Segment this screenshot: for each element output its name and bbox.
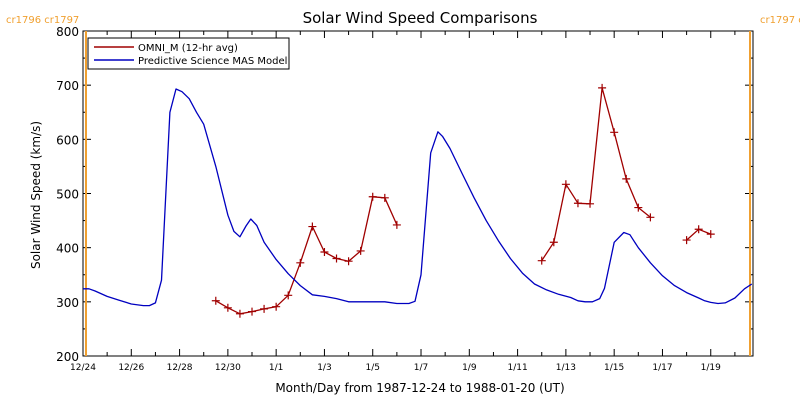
x-tick-label: 1/9	[462, 363, 477, 373]
omni-data-point	[308, 222, 317, 231]
omni-data-point	[320, 248, 329, 256]
legend-label-omni: OMNI_M (12-hr avg)	[138, 43, 238, 54]
omni-data-point	[622, 174, 631, 183]
legend: OMNI_M (12-hr avg) Predictive Science MA…	[87, 37, 290, 70]
y-tick-label: 300	[56, 296, 79, 310]
y-tick-label: 400	[56, 242, 79, 256]
chart-title: Solar Wind Speed Comparisons	[303, 9, 538, 27]
omni-data-point	[248, 307, 257, 316]
series-group	[83, 83, 753, 318]
omni-data-point	[223, 303, 232, 312]
y-tick-label: 600	[56, 133, 79, 147]
y-tick-label: 700	[56, 79, 79, 93]
x-tick-label: 1/5	[365, 363, 379, 373]
legend-box	[87, 37, 290, 70]
y-axis-label: Solar Wind Speed (km/s)	[29, 121, 43, 269]
mas-model-line	[83, 88, 753, 307]
x-tick-label: 1/13	[556, 363, 576, 373]
omni-data-point	[284, 291, 293, 300]
x-axis-label: Month/Day from 1987-12-24 to 1988-01-20 …	[275, 381, 564, 395]
x-tick-label: 12/24	[70, 363, 96, 373]
omni-data-point	[694, 225, 703, 234]
omni-data-point	[260, 304, 269, 313]
omni-data-point	[392, 220, 401, 229]
omni-data-point	[598, 83, 607, 92]
omni-data-point	[646, 213, 655, 222]
omni-data-point	[380, 193, 389, 202]
omni-data-point	[706, 230, 715, 239]
x-tick-label: 1/19	[701, 363, 721, 373]
y-tick-label: 800	[56, 25, 79, 39]
x-tick-label: 1/7	[414, 363, 428, 373]
omni-data-point	[561, 180, 570, 189]
x-tick-label: 1/11	[507, 363, 527, 373]
x-tick-label: 12/28	[167, 363, 193, 373]
rotation-markers-group: cr1796 cr1797 cr1797 cr1798	[6, 15, 800, 356]
omni-data-point	[235, 309, 244, 318]
x-tick-label: 1/1	[269, 363, 283, 373]
rotation-marker-label: cr1797 cr1798	[760, 15, 800, 26]
rotation-marker-label: cr1796 cr1797	[6, 15, 79, 26]
x-tick-label: 12/30	[215, 363, 241, 373]
omni-data-point	[586, 199, 595, 208]
y-tick-label: 200	[56, 350, 79, 364]
x-tick-label: 1/17	[652, 363, 672, 373]
plot-frame	[82, 30, 754, 357]
omni-data-point	[549, 238, 558, 247]
omni-data-point	[537, 256, 546, 265]
axis-ticks-group: 200 300 400 500 600 700 800 12/24 12/26 12/28 12/3…	[56, 25, 753, 373]
omni-data-point	[368, 192, 377, 201]
omni-data-point	[356, 246, 365, 255]
x-tick-label: 1/3	[317, 363, 331, 373]
x-tick-label: 12/26	[118, 363, 144, 373]
omni-data-point	[272, 302, 281, 311]
omni-data-point	[634, 203, 643, 212]
omni-data-point	[296, 258, 305, 267]
omni-data-point	[610, 128, 619, 137]
omni-series-line	[541, 87, 651, 262]
omni-data-point	[573, 199, 582, 208]
omni-data-point	[682, 236, 691, 245]
legend-label-mas: Predictive Science MAS Model	[138, 56, 287, 67]
y-tick-label: 500	[56, 188, 79, 202]
omni-data-point	[344, 257, 353, 266]
omni-data-point	[332, 254, 341, 263]
x-tick-label: 1/15	[604, 363, 624, 373]
omni-data-point	[211, 296, 220, 305]
omni-series-line	[215, 196, 398, 315]
